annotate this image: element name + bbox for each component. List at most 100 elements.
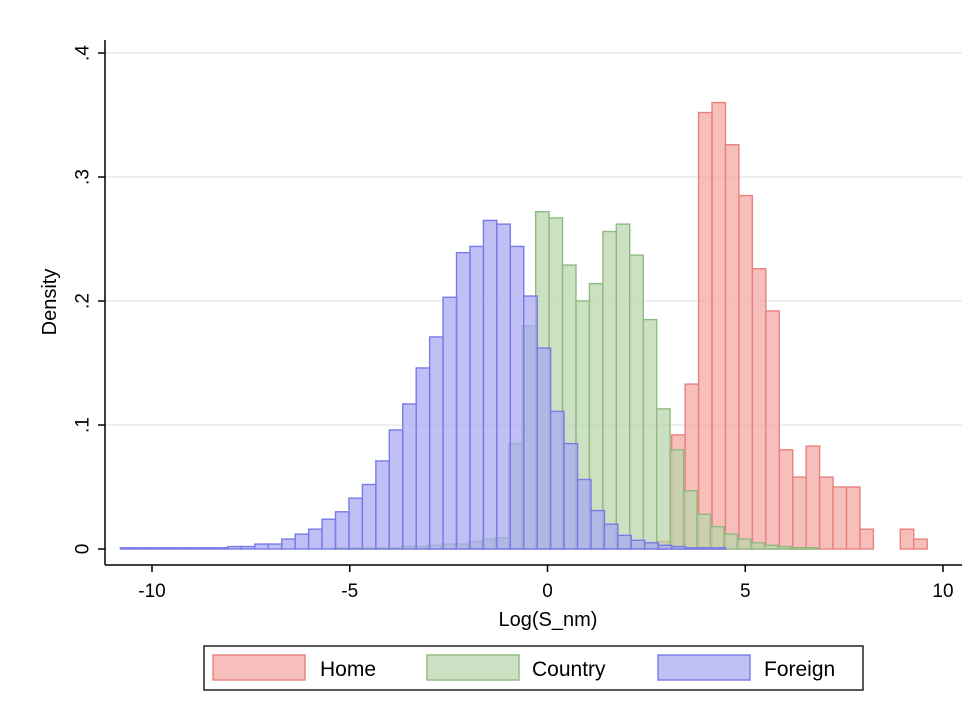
home-bar-16 [899, 528, 915, 550]
x-tick-label-0: -10 [138, 581, 165, 602]
country-bar-23 [642, 318, 658, 550]
foreign-bar-7 [213, 547, 229, 550]
foreign-bar-29 [509, 245, 525, 550]
foreign-bar-33 [563, 442, 579, 550]
histogram-bars [119, 101, 928, 550]
foreign-bar-10 [254, 543, 269, 550]
home-bar-3 [697, 111, 713, 550]
foreign-bar-11 [267, 543, 283, 550]
foreign-bar-31 [536, 347, 552, 550]
home-bar-7 [751, 268, 767, 550]
foreign-bar-26 [469, 245, 485, 550]
foreign-bar-24 [442, 296, 458, 550]
x-tick-label-3: 5 [740, 581, 751, 602]
foreign-bar-12 [281, 538, 296, 550]
foreign-bar-35 [590, 509, 606, 550]
foreign-bar-30 [523, 295, 538, 550]
foreign-bar-2 [146, 547, 162, 550]
home-bar-12 [818, 476, 834, 550]
country-bar-22 [629, 254, 644, 550]
foreign-bar-14 [307, 528, 323, 550]
series-home [657, 101, 928, 550]
legend-box [203, 645, 864, 691]
country-bar-20 [602, 230, 618, 550]
foreign-bar-8 [227, 545, 243, 550]
country-bar-33 [776, 545, 792, 550]
y-axis-title: Density [39, 269, 61, 336]
home-bar-11 [805, 445, 821, 550]
foreign-bar-40 [657, 544, 673, 550]
foreign-bar-9 [240, 545, 256, 550]
foreign-bar-22 [415, 367, 431, 550]
foreign-bar-27 [482, 219, 498, 550]
home-bar-15 [859, 528, 875, 550]
foreign-bar-39 [644, 542, 659, 550]
foreign-bar-3 [160, 547, 175, 550]
legend-swatch-foreign [657, 654, 751, 681]
foreign-bar-0 [119, 547, 135, 550]
foreign-bar-19 [375, 460, 390, 550]
home-bar-10 [792, 476, 807, 550]
country-bar-21 [615, 223, 631, 550]
series-foreign [119, 219, 727, 550]
country-bar-31 [750, 542, 765, 550]
foreign-bar-41 [670, 545, 686, 550]
y-tick-label-0: 0 [73, 544, 94, 555]
foreign-bar-21 [402, 403, 417, 550]
country-bar-24 [655, 408, 671, 550]
country-bar-26 [682, 490, 698, 550]
x-axis-title: Log(S_nm) [499, 609, 598, 631]
foreign-bar-18 [361, 483, 377, 550]
foreign-bar-25 [455, 251, 471, 550]
foreign-bar-42 [684, 547, 700, 550]
home-bar-17 [913, 538, 928, 550]
home-bar-4 [711, 101, 727, 550]
legend-label-home: Home [320, 658, 376, 681]
country-bar-32 [763, 544, 779, 550]
foreign-bar-13 [294, 533, 310, 550]
country-bar-35 [803, 547, 819, 550]
country-bar-27 [696, 513, 712, 550]
foreign-bar-43 [697, 547, 713, 550]
country-bar-30 [736, 538, 752, 550]
home-bar-5 [724, 144, 740, 550]
legend-swatch-home [212, 654, 306, 681]
foreign-bar-1 [133, 547, 148, 550]
y-tick-label-2: .2 [73, 293, 94, 309]
legend: Home Country Foreign [203, 645, 864, 691]
x-tick-label-4: 10 [932, 581, 953, 602]
foreign-bar-44 [711, 547, 727, 550]
legend-label-foreign: Foreign [764, 658, 835, 681]
foreign-bar-6 [200, 547, 216, 550]
country-bar-25 [669, 449, 685, 550]
axes: 0 .1 .2 .3 .4 -10 -5 0 5 10 [73, 40, 962, 602]
y-tick-label-1: .1 [73, 417, 94, 433]
foreign-bar-16 [334, 511, 350, 550]
x-tick-label-2: 0 [542, 581, 553, 602]
y-tick-label-4: .4 [73, 45, 94, 61]
foreign-bar-5 [186, 547, 202, 550]
legend-label-country: Country [532, 658, 606, 681]
home-bar-9 [778, 449, 794, 550]
home-bar-14 [845, 486, 861, 550]
foreign-bar-36 [603, 523, 619, 550]
foreign-bar-38 [630, 539, 646, 550]
foreign-bar-23 [428, 336, 444, 550]
foreign-bar-32 [549, 410, 565, 550]
x-tick-label-1: -5 [341, 581, 358, 602]
foreign-bar-37 [617, 534, 633, 550]
foreign-bar-4 [173, 547, 189, 550]
home-bar-6 [738, 194, 754, 550]
legend-swatch-country [426, 654, 520, 681]
foreign-bar-15 [321, 518, 337, 550]
home-bar-13 [832, 486, 848, 550]
country-bar-28 [709, 525, 725, 550]
foreign-bar-20 [388, 429, 404, 550]
home-bar-8 [765, 310, 780, 550]
foreign-bar-34 [576, 478, 592, 550]
country-bar-29 [723, 533, 739, 550]
foreign-bar-17 [348, 497, 364, 550]
foreign-bar-28 [496, 223, 512, 550]
